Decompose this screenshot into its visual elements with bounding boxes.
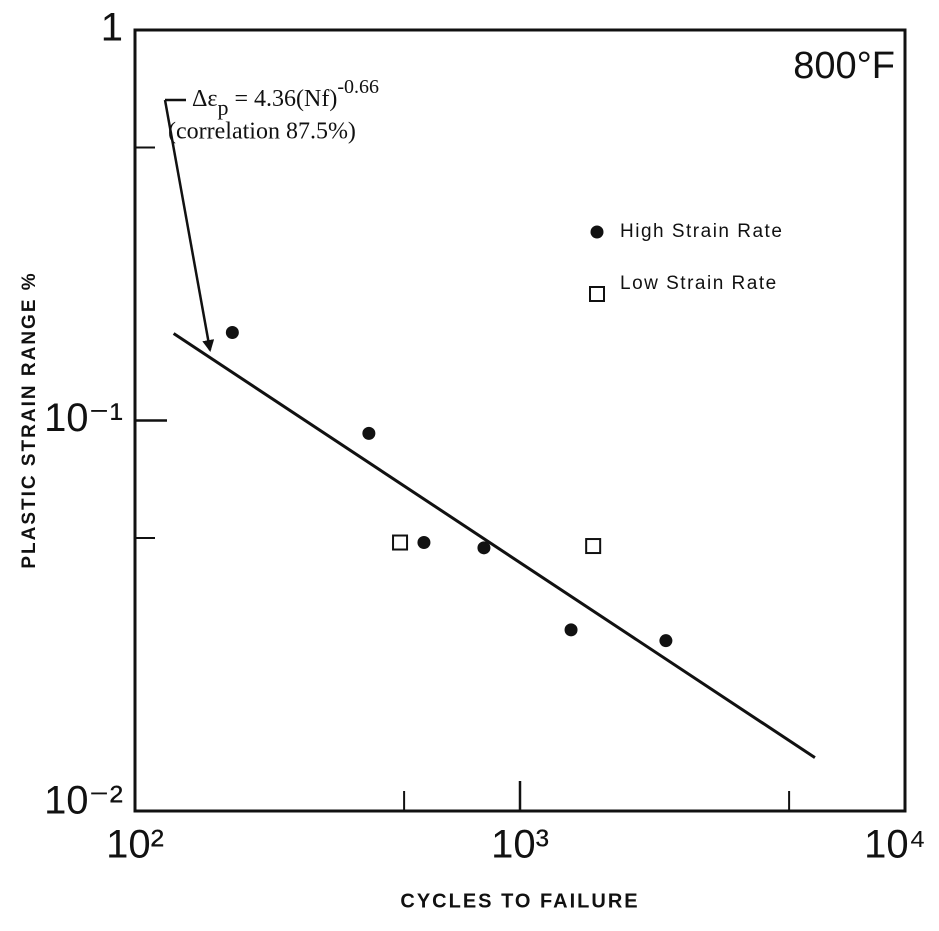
annotation-sup: -0.66 [337, 76, 379, 98]
circle-point [659, 634, 673, 648]
circle-point [417, 536, 431, 550]
legend-label: Low Strain Rate [620, 273, 778, 294]
circle-point [225, 326, 239, 340]
square-point [585, 538, 602, 555]
legend-label: High Strain Rate [620, 221, 783, 242]
circle-point [362, 426, 376, 440]
x-tick-label: 10² [106, 823, 164, 867]
annotation-lhs: Δε [192, 86, 218, 112]
circle-point [564, 623, 578, 637]
y-tick-label: 10⁻² [44, 779, 123, 823]
square-point [589, 286, 605, 302]
fit-line [172, 332, 816, 759]
annotation-arrow [163, 99, 215, 352]
circle-point [590, 225, 604, 239]
annotation-rhs: = 4.36(Nf) [229, 86, 338, 112]
annotation-sub: p [218, 95, 229, 120]
square-point [392, 534, 409, 551]
y-tick-label: 1 [101, 6, 123, 50]
x-axis-label: CYCLES TO FAILURE [400, 890, 639, 912]
plot-frame [133, 28, 907, 813]
annotation-formula: Δεp = 4.36(Nf)-0.66 [192, 76, 379, 120]
circle-point [477, 541, 491, 555]
y-tick-label: 10⁻¹ [44, 396, 123, 440]
x-tick-label: 10³ [491, 823, 549, 867]
chart-title: 800°F [793, 45, 895, 87]
annotation-note: (correlation 87.5%) [168, 119, 356, 145]
y-axis-label: PLASTIC STRAIN RANGE % [19, 271, 40, 568]
x-tick-label: 10⁴ [864, 823, 926, 867]
